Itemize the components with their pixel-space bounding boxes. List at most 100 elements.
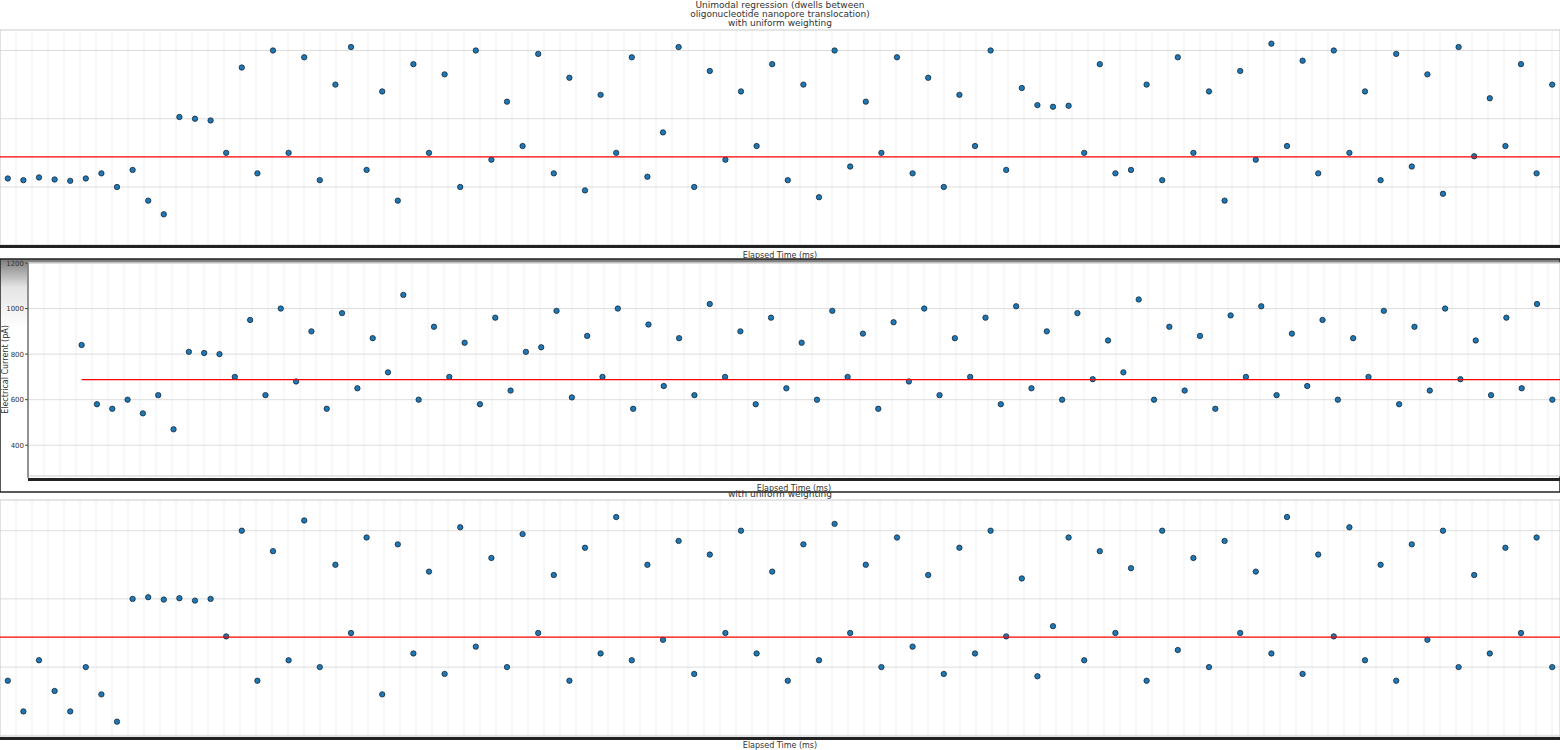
data-point	[1019, 85, 1024, 90]
minor-grid-line	[656, 30, 657, 245]
data-point	[848, 164, 853, 169]
minor-grid-line	[1120, 30, 1121, 245]
data-point	[1381, 308, 1386, 313]
data-point	[551, 171, 556, 176]
minor-grid-line	[1500, 263, 1501, 476]
minor-grid-line	[380, 263, 381, 476]
minor-grid	[0, 500, 1552, 737]
minor-grid-line	[796, 263, 797, 476]
data-point	[832, 48, 837, 53]
data-point	[1350, 335, 1355, 340]
data-point	[894, 535, 899, 540]
data-point	[926, 75, 931, 80]
data-point	[239, 65, 244, 70]
minor-grid-line	[300, 263, 301, 476]
minor-grid-line	[684, 263, 685, 476]
data-point	[1274, 392, 1279, 397]
minor-grid-line	[1056, 30, 1057, 245]
minor-grid-line	[1292, 263, 1293, 476]
minor-grid-line	[368, 30, 369, 245]
data-point	[1243, 374, 1248, 379]
minor-grid-line	[1472, 30, 1473, 245]
data-point	[801, 82, 806, 87]
minor-grid-line	[716, 263, 717, 476]
data-point	[411, 61, 416, 66]
minor-grid-line	[652, 263, 653, 476]
data-point	[1300, 671, 1305, 676]
minor-grid-line	[1168, 500, 1169, 737]
minor-grid-line	[544, 500, 545, 737]
minor-grid-line	[832, 500, 833, 737]
data-point	[1504, 315, 1509, 320]
minor-grid-line	[332, 263, 333, 476]
data-point	[1519, 386, 1524, 391]
minor-grid-line	[1072, 500, 1073, 737]
data-point	[863, 562, 868, 567]
data-point	[1427, 388, 1432, 393]
data-point	[99, 171, 104, 176]
data-point	[661, 383, 666, 388]
minor-grid-line	[96, 500, 97, 737]
minor-grid-line	[352, 500, 353, 737]
minor-grid-line	[1164, 263, 1165, 476]
data-point	[208, 596, 213, 601]
data-point	[891, 320, 896, 325]
data-point	[339, 310, 344, 315]
minor-grid-line	[1520, 500, 1521, 737]
data-point	[114, 719, 119, 724]
minor-grid-line	[1312, 30, 1313, 245]
minor-grid-line	[944, 500, 945, 737]
minor-grid-line	[748, 263, 749, 476]
minor-grid-line	[1168, 30, 1169, 245]
data-point	[1269, 651, 1274, 656]
data-point	[1097, 61, 1102, 66]
minor-grid-line	[320, 30, 321, 245]
data-point	[676, 44, 681, 49]
minor-grid-line	[1136, 500, 1137, 737]
data-point	[489, 157, 494, 162]
minor-grid-line	[704, 30, 705, 245]
data-point	[567, 678, 572, 683]
data-point	[1409, 542, 1414, 547]
data-point	[957, 92, 962, 97]
data-point	[140, 411, 145, 416]
minor-grid-line	[812, 263, 813, 476]
minor-grid-line	[1120, 500, 1121, 737]
minor-grid-line	[624, 500, 625, 737]
minor-grid-line	[492, 263, 493, 476]
data-point	[270, 48, 275, 53]
minor-grid-line	[92, 263, 93, 476]
minor-grid-line	[476, 263, 477, 476]
data-point	[1238, 630, 1243, 635]
data-point	[1534, 535, 1539, 540]
minor-grid-line	[1424, 500, 1425, 737]
data-point	[255, 171, 260, 176]
minor-grid-line	[668, 263, 669, 476]
minor-grid-line	[208, 30, 209, 245]
minor-grid-line	[1488, 30, 1489, 245]
data-point	[1518, 61, 1523, 66]
minor-grid-line	[400, 30, 401, 245]
data-point	[584, 333, 589, 338]
data-point	[1238, 68, 1243, 73]
minor-grid-line	[576, 500, 577, 737]
data-point	[146, 594, 151, 599]
minor-grid-line	[348, 263, 349, 476]
minor-grid-line	[256, 500, 257, 737]
data-point	[401, 292, 406, 297]
plot-frame	[0, 30, 1560, 245]
minor-grid-line	[572, 263, 573, 476]
data-point	[785, 678, 790, 683]
minor-grid-line	[1216, 30, 1217, 245]
data-point	[1487, 651, 1492, 656]
minor-grid-line	[1180, 263, 1181, 476]
data-point	[442, 72, 447, 77]
data-point	[1113, 171, 1118, 176]
regression-line	[0, 156, 1560, 157]
minor-grid-line	[1136, 30, 1137, 245]
data-point	[1004, 167, 1009, 172]
data-point	[660, 637, 665, 642]
data-point	[863, 99, 868, 104]
data-point	[1331, 48, 1336, 53]
data-point	[1182, 388, 1187, 393]
